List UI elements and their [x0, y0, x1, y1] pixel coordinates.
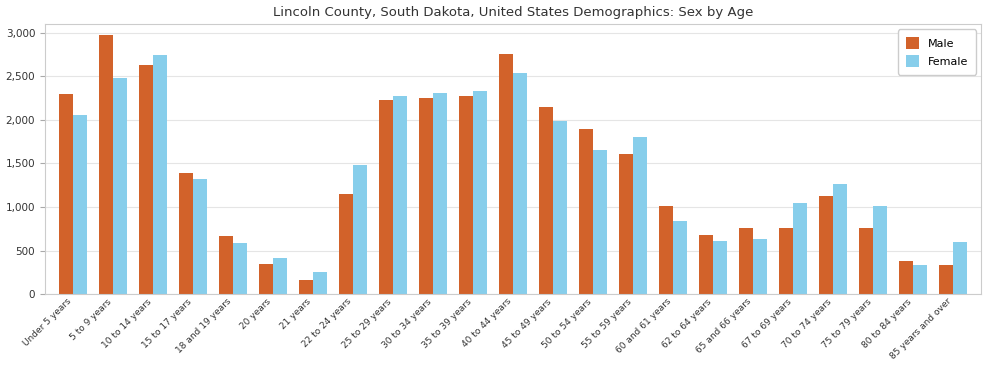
Bar	[659, 206, 672, 294]
Bar	[672, 221, 686, 294]
Bar	[618, 154, 633, 294]
Bar	[353, 165, 367, 294]
Bar	[339, 194, 353, 294]
Bar	[258, 264, 273, 294]
Bar	[419, 98, 433, 294]
Bar	[433, 93, 447, 294]
Bar	[898, 261, 912, 294]
Bar	[313, 272, 326, 294]
Bar	[379, 100, 392, 294]
Bar	[579, 128, 593, 294]
Bar	[139, 65, 153, 294]
Bar	[513, 73, 527, 294]
Bar	[458, 96, 472, 294]
Bar	[153, 55, 167, 294]
Bar	[552, 121, 567, 294]
Bar	[538, 107, 552, 294]
Bar	[99, 35, 112, 294]
Bar	[193, 179, 207, 294]
Bar	[952, 242, 966, 294]
Bar	[939, 265, 952, 294]
Bar	[593, 150, 606, 294]
Bar	[233, 243, 246, 294]
Bar	[779, 228, 793, 294]
Bar	[73, 116, 87, 294]
Bar	[832, 184, 847, 294]
Bar	[818, 196, 832, 294]
Bar	[273, 258, 287, 294]
Legend: Male, Female: Male, Female	[897, 29, 975, 75]
Bar	[112, 78, 127, 294]
Bar	[739, 228, 752, 294]
Bar	[912, 265, 927, 294]
Bar	[793, 203, 807, 294]
Bar	[59, 94, 73, 294]
Bar	[178, 173, 193, 294]
Bar	[698, 235, 713, 294]
Bar	[633, 137, 647, 294]
Title: Lincoln County, South Dakota, United States Demographics: Sex by Age: Lincoln County, South Dakota, United Sta…	[273, 6, 752, 19]
Bar	[873, 206, 886, 294]
Bar	[392, 96, 406, 294]
Bar	[499, 54, 513, 294]
Bar	[713, 240, 727, 294]
Bar	[219, 236, 233, 294]
Bar	[299, 280, 313, 294]
Bar	[859, 228, 873, 294]
Bar	[472, 91, 487, 294]
Bar	[752, 239, 766, 294]
